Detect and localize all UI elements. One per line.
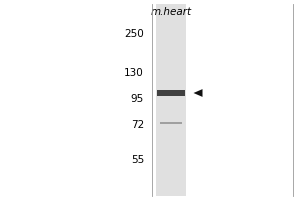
Text: 72: 72 [131,120,144,130]
Text: m.heart: m.heart [150,7,192,17]
Text: 130: 130 [124,68,144,78]
Bar [156,4,186,196]
Text: 250: 250 [124,29,144,39]
Text: 95: 95 [131,94,144,104]
Text: 55: 55 [131,155,144,165]
Bar [160,122,182,124]
Bar [157,90,185,96]
Polygon shape [194,89,202,97]
